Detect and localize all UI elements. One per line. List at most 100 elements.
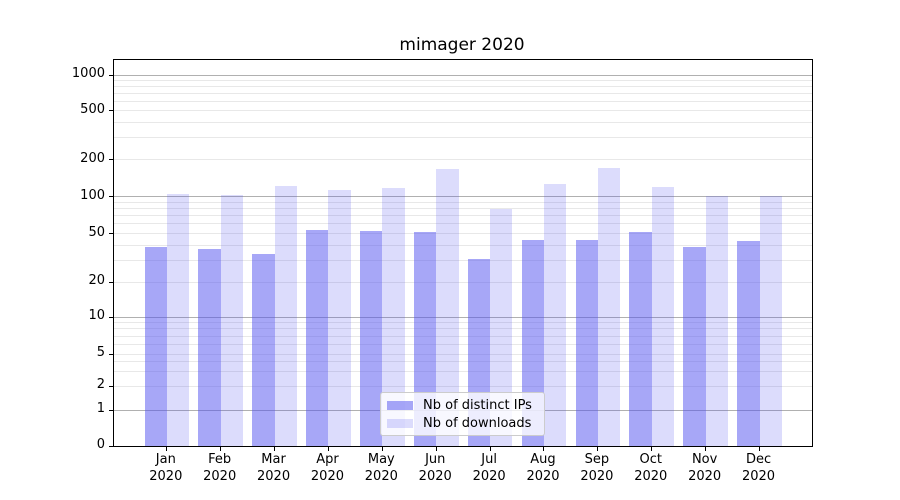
legend-swatch-distinct-ips bbox=[387, 400, 413, 410]
gridline-minor bbox=[114, 322, 812, 324]
x-tick bbox=[381, 447, 383, 451]
y-axis-label: 500 bbox=[80, 101, 105, 117]
y-axis-label: 100 bbox=[80, 187, 105, 203]
legend-label-distinct-ips: Nb of distinct IPs bbox=[423, 397, 532, 413]
x-tick bbox=[166, 447, 168, 451]
bar-downloads bbox=[705, 195, 728, 446]
y-tick bbox=[109, 196, 113, 198]
bar-distinct-ips bbox=[629, 232, 652, 446]
y-tick bbox=[109, 445, 113, 447]
x-axis-label: Jun 2020 bbox=[418, 452, 452, 484]
legend: Nb of distinct IPs Nb of downloads bbox=[380, 392, 545, 436]
bar-downloads bbox=[382, 187, 405, 446]
x-axis-label: Oct 2020 bbox=[634, 452, 668, 484]
bar-distinct-ips bbox=[575, 240, 598, 446]
chart-title: mimager 2020 bbox=[399, 35, 525, 55]
y-axis-label: 1000 bbox=[71, 66, 105, 81]
gridline-minor bbox=[114, 328, 812, 330]
y-tick bbox=[109, 281, 113, 283]
bar-distinct-ips bbox=[252, 253, 275, 446]
x-axis-label: Mar 2020 bbox=[257, 452, 291, 484]
x-tick bbox=[759, 447, 761, 451]
x-axis-label: Aug 2020 bbox=[526, 452, 560, 484]
gridline-minor bbox=[114, 215, 812, 217]
y-axis-labels: 0 1 2 5 10 20 50 100 200 500 1000 bbox=[0, 59, 105, 452]
gridline-minor bbox=[114, 100, 812, 102]
gridline-minor bbox=[114, 244, 812, 246]
y-axis-label: 5 bbox=[96, 345, 105, 360]
x-tick bbox=[543, 447, 545, 451]
legend-label-downloads: Nb of downloads bbox=[423, 415, 532, 431]
bar-downloads bbox=[759, 196, 782, 446]
x-axis-label: Nov 2020 bbox=[688, 452, 722, 484]
y-axis-label: 2 bbox=[96, 377, 105, 392]
legend-swatch-downloads bbox=[387, 418, 413, 428]
x-tick bbox=[489, 447, 491, 451]
y-tick bbox=[109, 74, 113, 76]
x-axis-label: Jan 2020 bbox=[149, 452, 183, 484]
bar-downloads bbox=[328, 190, 351, 446]
gridline-minor bbox=[114, 260, 812, 262]
y-axis-label: 20 bbox=[88, 273, 105, 288]
x-tick bbox=[705, 447, 707, 451]
x-axis-label: Sep 2020 bbox=[580, 452, 614, 484]
bar-distinct-ips bbox=[144, 246, 167, 446]
x-tick bbox=[220, 447, 222, 451]
gridline-minor bbox=[114, 208, 812, 210]
x-axis-label: May 2020 bbox=[364, 452, 398, 484]
y-tick bbox=[109, 409, 113, 411]
x-tick bbox=[274, 447, 276, 451]
x-axis-label: Feb 2020 bbox=[203, 452, 237, 484]
x-tick bbox=[435, 447, 437, 451]
gridline-major bbox=[114, 74, 812, 76]
y-axis-label: 1 bbox=[96, 401, 105, 416]
gridline-minor bbox=[114, 361, 812, 363]
bar-downloads bbox=[651, 186, 675, 446]
bar-distinct-ips bbox=[198, 249, 221, 446]
y-tick bbox=[109, 233, 113, 234]
gridline-minor bbox=[114, 79, 812, 81]
gridline-minor bbox=[114, 371, 812, 373]
bar-downloads bbox=[166, 193, 190, 446]
gridline-minor bbox=[114, 385, 812, 387]
y-tick bbox=[109, 316, 113, 318]
y-tick bbox=[109, 385, 113, 387]
legend-item-downloads: Nb of downloads bbox=[387, 416, 538, 431]
x-axis-label: Jul 2020 bbox=[472, 452, 506, 484]
gridline-minor bbox=[114, 343, 812, 345]
gridline-minor bbox=[114, 335, 812, 337]
x-tick bbox=[327, 447, 329, 451]
gridline-minor bbox=[114, 223, 812, 225]
bar-downloads bbox=[274, 186, 297, 446]
gridline-minor bbox=[114, 159, 812, 160]
gridline-minor bbox=[114, 353, 812, 355]
y-axis-label: 0 bbox=[96, 437, 105, 452]
y-axis-label: 50 bbox=[88, 224, 105, 240]
bar-downloads bbox=[220, 195, 243, 446]
gridline-major bbox=[114, 316, 812, 318]
gridline-minor bbox=[114, 110, 812, 111]
gridline-minor bbox=[114, 85, 812, 87]
gridline-minor bbox=[114, 201, 812, 203]
gridline-minor bbox=[114, 121, 812, 123]
bar-distinct-ips bbox=[683, 246, 706, 446]
y-axis-label: 200 bbox=[80, 150, 105, 166]
bar-downloads bbox=[597, 168, 621, 446]
y-tick bbox=[109, 110, 113, 111]
x-axis-label: Apr 2020 bbox=[310, 452, 344, 484]
bar-distinct-ips bbox=[737, 241, 760, 446]
legend-item-distinct-ips: Nb of distinct IPs bbox=[387, 398, 538, 413]
x-tick bbox=[597, 447, 599, 451]
gridline-minor bbox=[114, 92, 812, 94]
bar-downloads bbox=[490, 208, 513, 446]
gridline-minor bbox=[114, 233, 812, 234]
gridline-minor bbox=[114, 137, 812, 139]
x-axis-labels: Jan 2020 Feb 2020 Mar 2020 Apr 2020 May 2020… bbox=[113, 451, 811, 491]
y-tick bbox=[109, 159, 113, 160]
bar-downloads bbox=[436, 168, 459, 446]
gridline-minor bbox=[114, 281, 812, 283]
y-tick bbox=[109, 353, 113, 355]
x-axis-label: Dec 2020 bbox=[741, 452, 776, 484]
bar-distinct-ips bbox=[360, 231, 383, 446]
